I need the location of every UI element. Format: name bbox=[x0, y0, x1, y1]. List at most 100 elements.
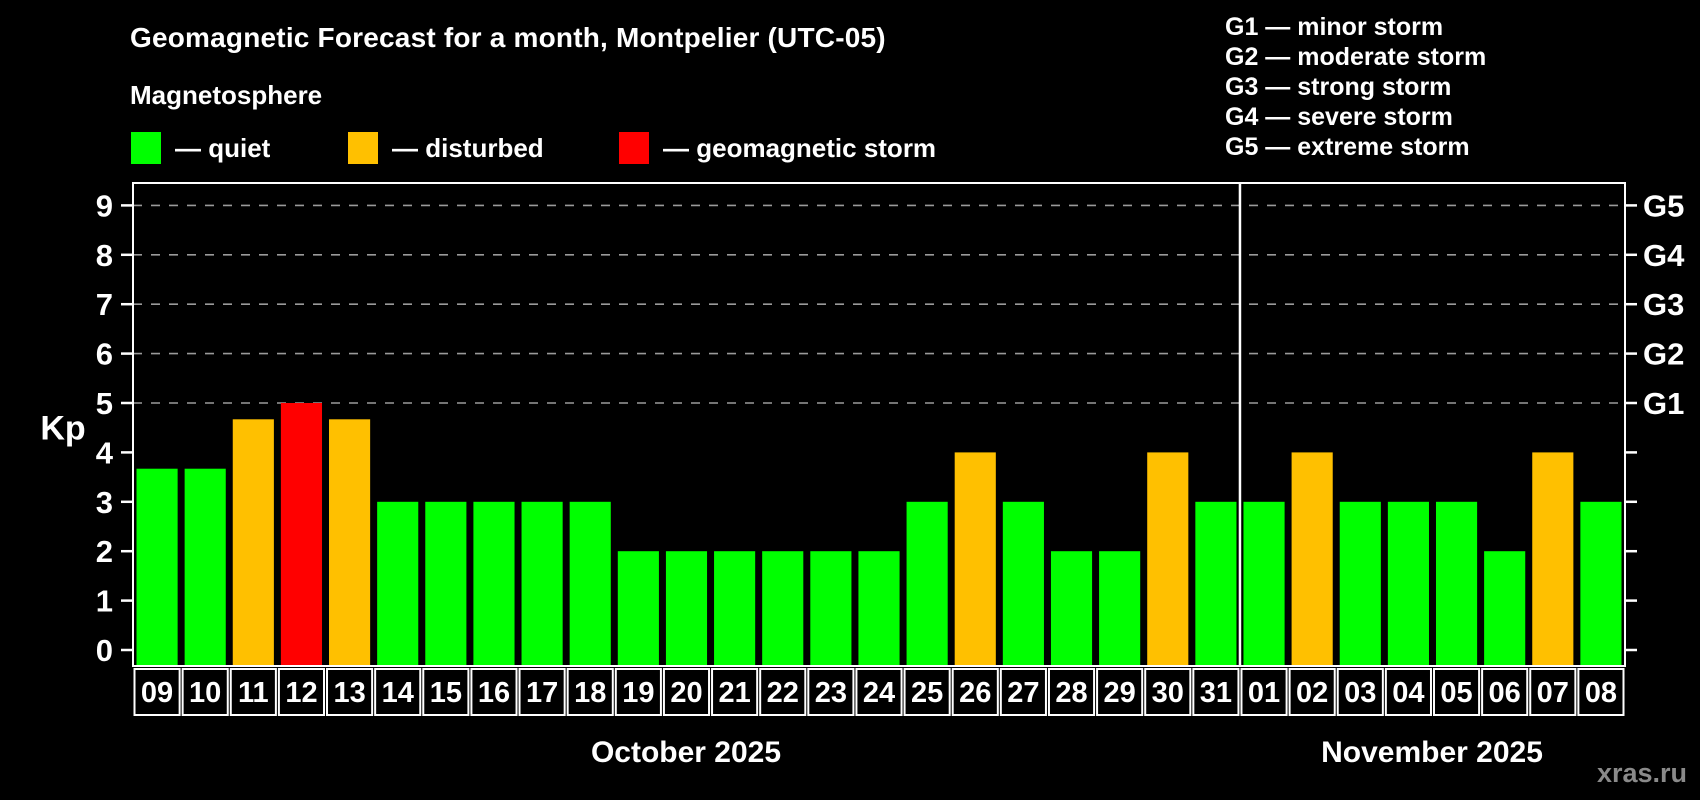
day-label-30: 30 bbox=[1152, 677, 1184, 709]
day-label-16: 16 bbox=[478, 677, 510, 709]
kp-bar-18 bbox=[569, 501, 611, 665]
kp-bar-04 bbox=[1387, 501, 1429, 665]
kp-bar-12 bbox=[280, 403, 323, 665]
kp-bar-14 bbox=[377, 501, 419, 665]
day-label-08: 08 bbox=[1585, 677, 1617, 709]
day-box-30 bbox=[1144, 668, 1192, 716]
day-box-26 bbox=[951, 668, 999, 716]
day-box-24 bbox=[855, 668, 903, 716]
day-box-08 bbox=[1577, 668, 1625, 716]
kp-bar-10 bbox=[184, 468, 226, 665]
day-box-27 bbox=[999, 668, 1047, 716]
day-label-22: 22 bbox=[767, 677, 799, 709]
day-label-03: 03 bbox=[1344, 677, 1376, 709]
xras-watermark: xras.ru bbox=[1596, 758, 1687, 788]
disturbed-color-swatch bbox=[348, 132, 378, 164]
y-axis-label-3: 3 bbox=[96, 485, 113, 520]
kp-bar-15 bbox=[425, 501, 467, 665]
day-label-31: 31 bbox=[1200, 677, 1232, 709]
day-box-22 bbox=[759, 668, 807, 716]
kp-bar-28 bbox=[1050, 551, 1093, 665]
y-axis-label-0: 0 bbox=[96, 633, 113, 668]
day-label-26: 26 bbox=[959, 677, 991, 709]
chart-title: Geomagnetic Forecast for a month, Montpe… bbox=[130, 22, 886, 53]
day-label-02: 02 bbox=[1296, 677, 1328, 709]
day-box-05 bbox=[1432, 668, 1481, 716]
day-box-01 bbox=[1240, 668, 1288, 716]
legend-item-quiet: — quiet bbox=[131, 131, 270, 165]
day-label-17: 17 bbox=[526, 677, 558, 709]
legend-item-storm: — geomagnetic storm bbox=[619, 131, 936, 165]
kp-bar-22 bbox=[762, 551, 804, 665]
kp-bar-29 bbox=[1099, 551, 1141, 665]
kp-bar-21 bbox=[714, 551, 756, 665]
day-box-18 bbox=[566, 668, 614, 716]
legend-item-disturbed: — disturbed bbox=[348, 131, 544, 165]
day-label-20: 20 bbox=[670, 677, 702, 709]
kp-bar-27 bbox=[1002, 501, 1044, 665]
kp-bar-09 bbox=[136, 468, 178, 665]
kp-bar-24 bbox=[858, 551, 900, 665]
day-box-29 bbox=[1096, 668, 1144, 716]
kp-bar-07 bbox=[1532, 452, 1574, 665]
g-axis-label-G1: G1 bbox=[1643, 386, 1684, 421]
day-label-19: 19 bbox=[622, 677, 654, 709]
day-label-25: 25 bbox=[911, 677, 943, 709]
legend-disturbed-label: — disturbed bbox=[392, 132, 544, 163]
kp-bar-25 bbox=[906, 501, 948, 665]
month-label-november: November 2025 bbox=[1321, 736, 1543, 769]
day-box-28 bbox=[1047, 668, 1096, 716]
kp-bar-13 bbox=[329, 419, 371, 665]
y-axis-label-6: 6 bbox=[96, 337, 113, 372]
y-axis-label-8: 8 bbox=[96, 238, 113, 273]
kp-bar-30 bbox=[1147, 452, 1189, 665]
day-label-27: 27 bbox=[1007, 677, 1039, 709]
y-axis-label-1: 1 bbox=[96, 584, 113, 619]
day-box-21 bbox=[711, 668, 759, 716]
day-label-21: 21 bbox=[718, 677, 750, 709]
g-axis-label-G4: G4 bbox=[1643, 238, 1685, 273]
day-box-10 bbox=[181, 668, 229, 716]
day-box-09 bbox=[133, 668, 181, 716]
day-box-12 bbox=[277, 668, 326, 716]
kp-bar-06 bbox=[1484, 551, 1526, 665]
kp-bar-03 bbox=[1339, 501, 1381, 665]
kp-bar-17 bbox=[521, 501, 563, 665]
day-label-05: 05 bbox=[1440, 677, 1472, 709]
storm-color-swatch bbox=[619, 132, 649, 164]
day-box-04 bbox=[1384, 668, 1432, 716]
kp-bar-16 bbox=[473, 501, 515, 665]
kp-bar-26 bbox=[954, 452, 996, 665]
day-label-14: 14 bbox=[382, 677, 414, 709]
g-axis-label-G5: G5 bbox=[1643, 188, 1684, 223]
day-label-12: 12 bbox=[285, 677, 317, 709]
day-label-15: 15 bbox=[430, 677, 462, 709]
day-box-20 bbox=[662, 668, 711, 716]
quiet-color-swatch bbox=[131, 132, 161, 164]
day-box-23 bbox=[807, 668, 855, 716]
kp-bar-05 bbox=[1435, 501, 1478, 665]
day-label-23: 23 bbox=[815, 677, 847, 709]
y-axis-label-5: 5 bbox=[96, 386, 113, 421]
y-axis-label-7: 7 bbox=[96, 287, 113, 322]
g-axis-label-G3: G3 bbox=[1643, 287, 1684, 322]
legend-storm-label: — geomagnetic storm bbox=[663, 132, 937, 163]
kp-axis-title: Kp bbox=[40, 410, 85, 448]
day-label-01: 01 bbox=[1248, 677, 1280, 709]
day-box-19 bbox=[614, 668, 662, 716]
day-box-13 bbox=[326, 668, 374, 716]
legend-quiet-label: — quiet bbox=[175, 132, 271, 163]
day-label-18: 18 bbox=[574, 677, 606, 709]
kp-bar-20 bbox=[665, 551, 708, 665]
day-label-13: 13 bbox=[333, 677, 365, 709]
y-axis-label-4: 4 bbox=[96, 435, 114, 470]
day-box-16 bbox=[470, 668, 518, 716]
g-axis-label-G2: G2 bbox=[1643, 337, 1684, 372]
kp-bar-23 bbox=[810, 551, 852, 665]
day-box-15 bbox=[422, 668, 470, 716]
day-label-11: 11 bbox=[238, 677, 269, 709]
day-label-04: 04 bbox=[1392, 677, 1424, 709]
day-label-09: 09 bbox=[141, 677, 173, 709]
day-label-28: 28 bbox=[1055, 677, 1087, 709]
